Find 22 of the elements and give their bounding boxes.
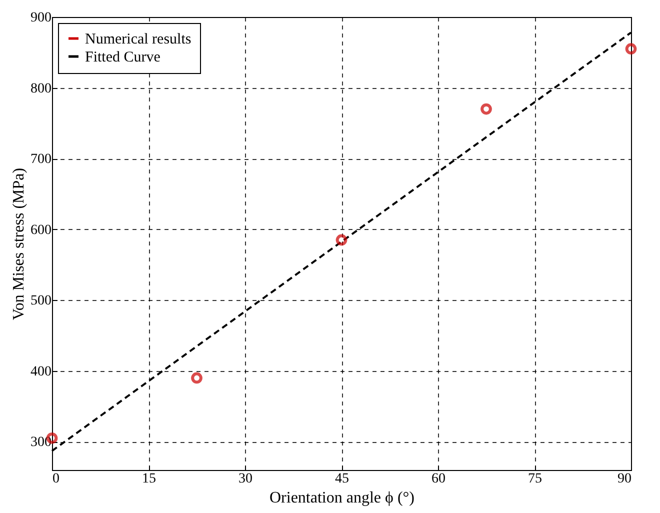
y-tick-label: 800 bbox=[30, 81, 52, 96]
y-tick-label: 700 bbox=[30, 152, 52, 168]
x-tick-label: 60 bbox=[432, 472, 446, 486]
y-tick-label: 900 bbox=[30, 10, 52, 26]
x-tick-label: 0 bbox=[52, 472, 60, 486]
legend-label: Numerical results bbox=[85, 32, 192, 48]
point bbox=[480, 103, 492, 115]
y-tick-label: 300 bbox=[30, 435, 52, 450]
y-axis-title: Von Mises stress (MPa) bbox=[10, 168, 28, 320]
x-axis-title: Orientation angle ϕ (°) bbox=[270, 490, 414, 506]
y-tick-label: 500 bbox=[30, 294, 52, 309]
point bbox=[191, 372, 202, 384]
x-tick-label: 15 bbox=[142, 472, 156, 486]
point bbox=[336, 234, 348, 246]
x-tick-label: 75 bbox=[528, 472, 542, 486]
y-tick-label: 600 bbox=[30, 222, 52, 238]
x-tick-label: 90 bbox=[618, 472, 632, 486]
point bbox=[625, 43, 637, 55]
y-tick-label: 400 bbox=[30, 364, 52, 380]
legend-label: Fitted Curve bbox=[85, 50, 161, 66]
x-tick-label: 45 bbox=[335, 472, 349, 486]
x-tick-label: 30 bbox=[238, 472, 252, 486]
